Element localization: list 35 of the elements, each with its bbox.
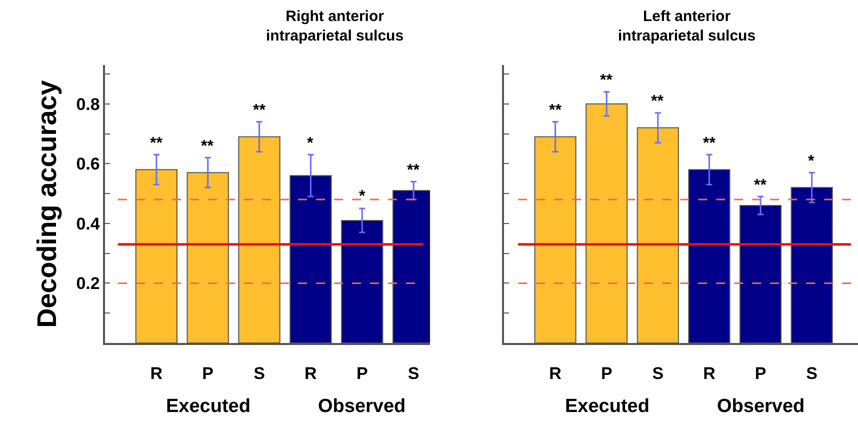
x-tick-label: R	[150, 364, 163, 384]
x-tick-label: R	[304, 364, 317, 384]
text: Observed	[717, 396, 805, 417]
data-label: *	[307, 135, 314, 152]
data-label: **	[150, 135, 164, 152]
data-label: **	[549, 102, 562, 119]
x-tick-label: P	[356, 364, 368, 384]
data-label: *	[359, 188, 366, 205]
y-tick-label: 0.4	[76, 214, 100, 234]
text: Executed	[166, 396, 250, 417]
data-label: **	[600, 72, 614, 89]
y-axis-title: Decoding accuracy	[32, 80, 62, 328]
data-label: **	[407, 162, 420, 179]
y-tick-label: 0.6	[76, 154, 100, 174]
chart-title: Right anterior intraparietal sulcus	[266, 8, 404, 44]
text: Observed	[318, 396, 406, 417]
x-tick-label: P	[600, 364, 612, 384]
text: Executed	[565, 396, 650, 417]
chart-title: Left anterior intraparietal sulcus	[618, 8, 756, 44]
y-tick-label: 0.8	[76, 94, 100, 114]
x-tick-label: P	[754, 364, 766, 384]
x-tick-label: R	[703, 364, 716, 384]
x-tick-label: S	[254, 364, 265, 384]
x-tick-label: P	[202, 364, 214, 384]
data-label: *	[808, 153, 815, 170]
x-tick-label: S	[652, 364, 664, 384]
data-label: **	[754, 177, 768, 194]
x-tick-label: S	[806, 364, 818, 384]
data-label: **	[651, 93, 664, 110]
x-tick-label: S	[408, 364, 420, 384]
data-label: **	[253, 102, 266, 119]
y-tick-label: 0.2	[76, 274, 100, 294]
x-tick-label: R	[549, 364, 562, 384]
data-label: **	[703, 135, 716, 152]
data-label: **	[201, 138, 214, 155]
